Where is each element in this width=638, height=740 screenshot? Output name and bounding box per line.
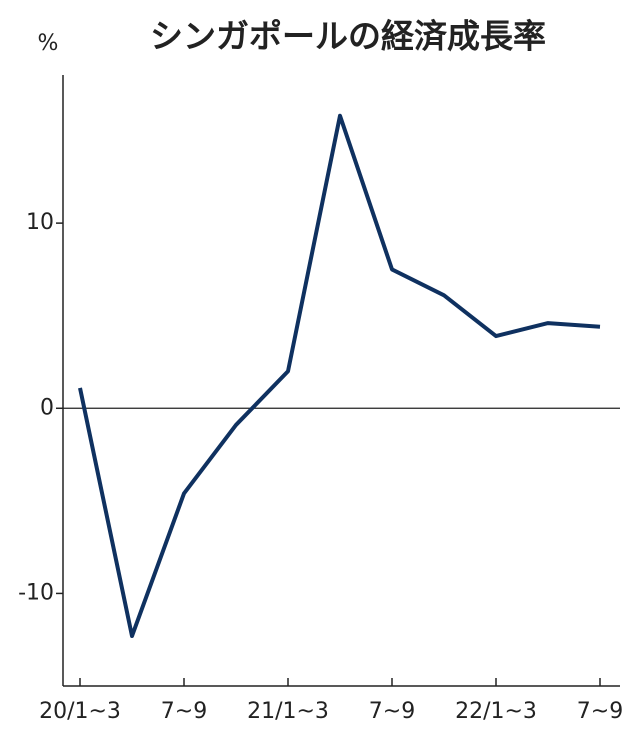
x-tick-label: 7~9 bbox=[577, 699, 623, 724]
x-tick-label: 22/1~3 bbox=[455, 699, 537, 724]
y-tick-label: 10 bbox=[26, 210, 54, 235]
chart-title: シンガポールの経済成長率 bbox=[150, 17, 546, 56]
line bbox=[78, 113, 601, 639]
x-tick-label: 21/1~3 bbox=[247, 699, 329, 724]
y-axis-label: % bbox=[38, 31, 59, 56]
y-tick-label: 0 bbox=[40, 395, 54, 420]
y-tick-label: -10 bbox=[18, 580, 54, 605]
x-tick-label: 7~9 bbox=[369, 699, 415, 724]
x-tick-label: 7~9 bbox=[161, 699, 207, 724]
x-tick-label: 20/1~3 bbox=[39, 699, 121, 724]
